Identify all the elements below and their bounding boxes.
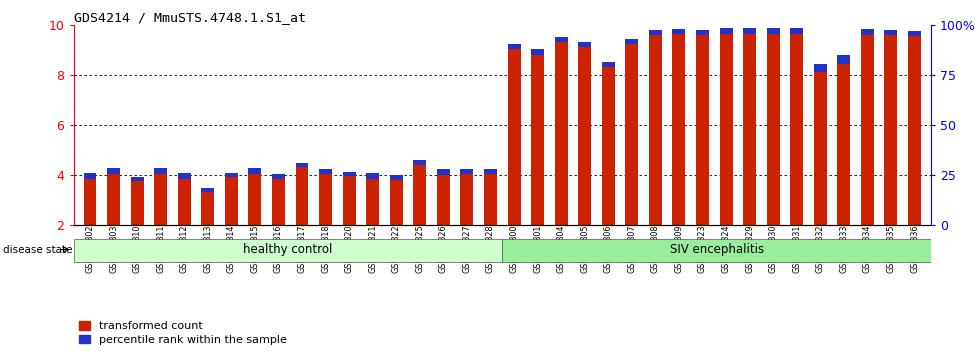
Bar xyxy=(461,169,473,173)
Bar xyxy=(766,28,780,34)
Bar xyxy=(625,39,638,44)
Bar xyxy=(296,167,309,225)
Bar xyxy=(837,55,851,63)
FancyBboxPatch shape xyxy=(74,239,502,262)
Bar xyxy=(696,30,709,35)
Bar xyxy=(437,169,450,175)
Bar xyxy=(484,173,497,225)
Bar xyxy=(248,173,262,225)
Bar xyxy=(107,173,120,225)
Bar xyxy=(83,173,96,178)
Bar xyxy=(484,169,497,173)
Bar xyxy=(649,35,662,225)
Bar xyxy=(860,29,874,35)
Bar xyxy=(885,30,898,35)
Bar xyxy=(743,28,757,34)
Text: disease state: disease state xyxy=(3,245,73,255)
Text: GDS4214 / MmuSTS.4748.1.S1_at: GDS4214 / MmuSTS.4748.1.S1_at xyxy=(74,11,306,24)
Bar xyxy=(177,173,191,178)
Bar xyxy=(508,44,520,48)
Bar xyxy=(766,34,780,225)
Bar xyxy=(296,163,309,167)
Bar xyxy=(461,173,473,225)
Bar xyxy=(602,67,614,225)
Bar xyxy=(130,177,144,181)
Bar xyxy=(130,181,144,225)
Bar xyxy=(272,174,285,178)
FancyBboxPatch shape xyxy=(502,239,931,262)
Bar xyxy=(154,168,168,173)
Bar xyxy=(224,177,238,225)
Bar xyxy=(813,72,827,225)
Bar xyxy=(367,178,379,225)
Bar xyxy=(201,192,215,225)
Bar xyxy=(177,178,191,225)
Bar xyxy=(672,29,685,34)
Bar xyxy=(248,168,262,173)
Bar xyxy=(602,62,614,67)
Bar xyxy=(649,30,662,35)
Bar xyxy=(719,28,732,34)
Bar xyxy=(390,180,403,225)
Bar xyxy=(319,169,332,173)
Bar xyxy=(319,173,332,225)
Bar xyxy=(908,36,921,225)
Bar xyxy=(367,173,379,178)
Bar xyxy=(508,48,520,225)
Bar xyxy=(414,165,426,225)
Bar xyxy=(107,168,120,173)
Bar xyxy=(201,188,215,192)
Bar xyxy=(696,35,709,225)
Bar xyxy=(885,35,898,225)
Bar xyxy=(531,55,544,225)
Bar xyxy=(272,178,285,225)
Bar xyxy=(672,34,685,225)
Bar xyxy=(224,173,238,177)
Bar xyxy=(790,28,804,34)
Bar xyxy=(790,34,804,225)
Legend: transformed count, percentile rank within the sample: transformed count, percentile rank withi… xyxy=(79,321,287,345)
Text: SIV encephalitis: SIV encephalitis xyxy=(669,244,763,256)
Bar xyxy=(908,30,921,36)
Bar xyxy=(83,178,96,225)
Bar xyxy=(578,47,591,225)
Bar xyxy=(414,160,426,165)
Text: healthy control: healthy control xyxy=(243,244,332,256)
Bar xyxy=(719,34,732,225)
Bar xyxy=(837,63,851,225)
Bar xyxy=(437,175,450,225)
Bar xyxy=(743,34,757,225)
Bar xyxy=(154,173,168,225)
Bar xyxy=(555,37,567,42)
Bar xyxy=(531,49,544,55)
Bar xyxy=(390,175,403,180)
Bar xyxy=(813,63,827,72)
Bar xyxy=(555,42,567,225)
Bar xyxy=(343,172,356,176)
Bar xyxy=(860,35,874,225)
Bar xyxy=(343,176,356,225)
Bar xyxy=(578,42,591,47)
Bar xyxy=(625,44,638,225)
